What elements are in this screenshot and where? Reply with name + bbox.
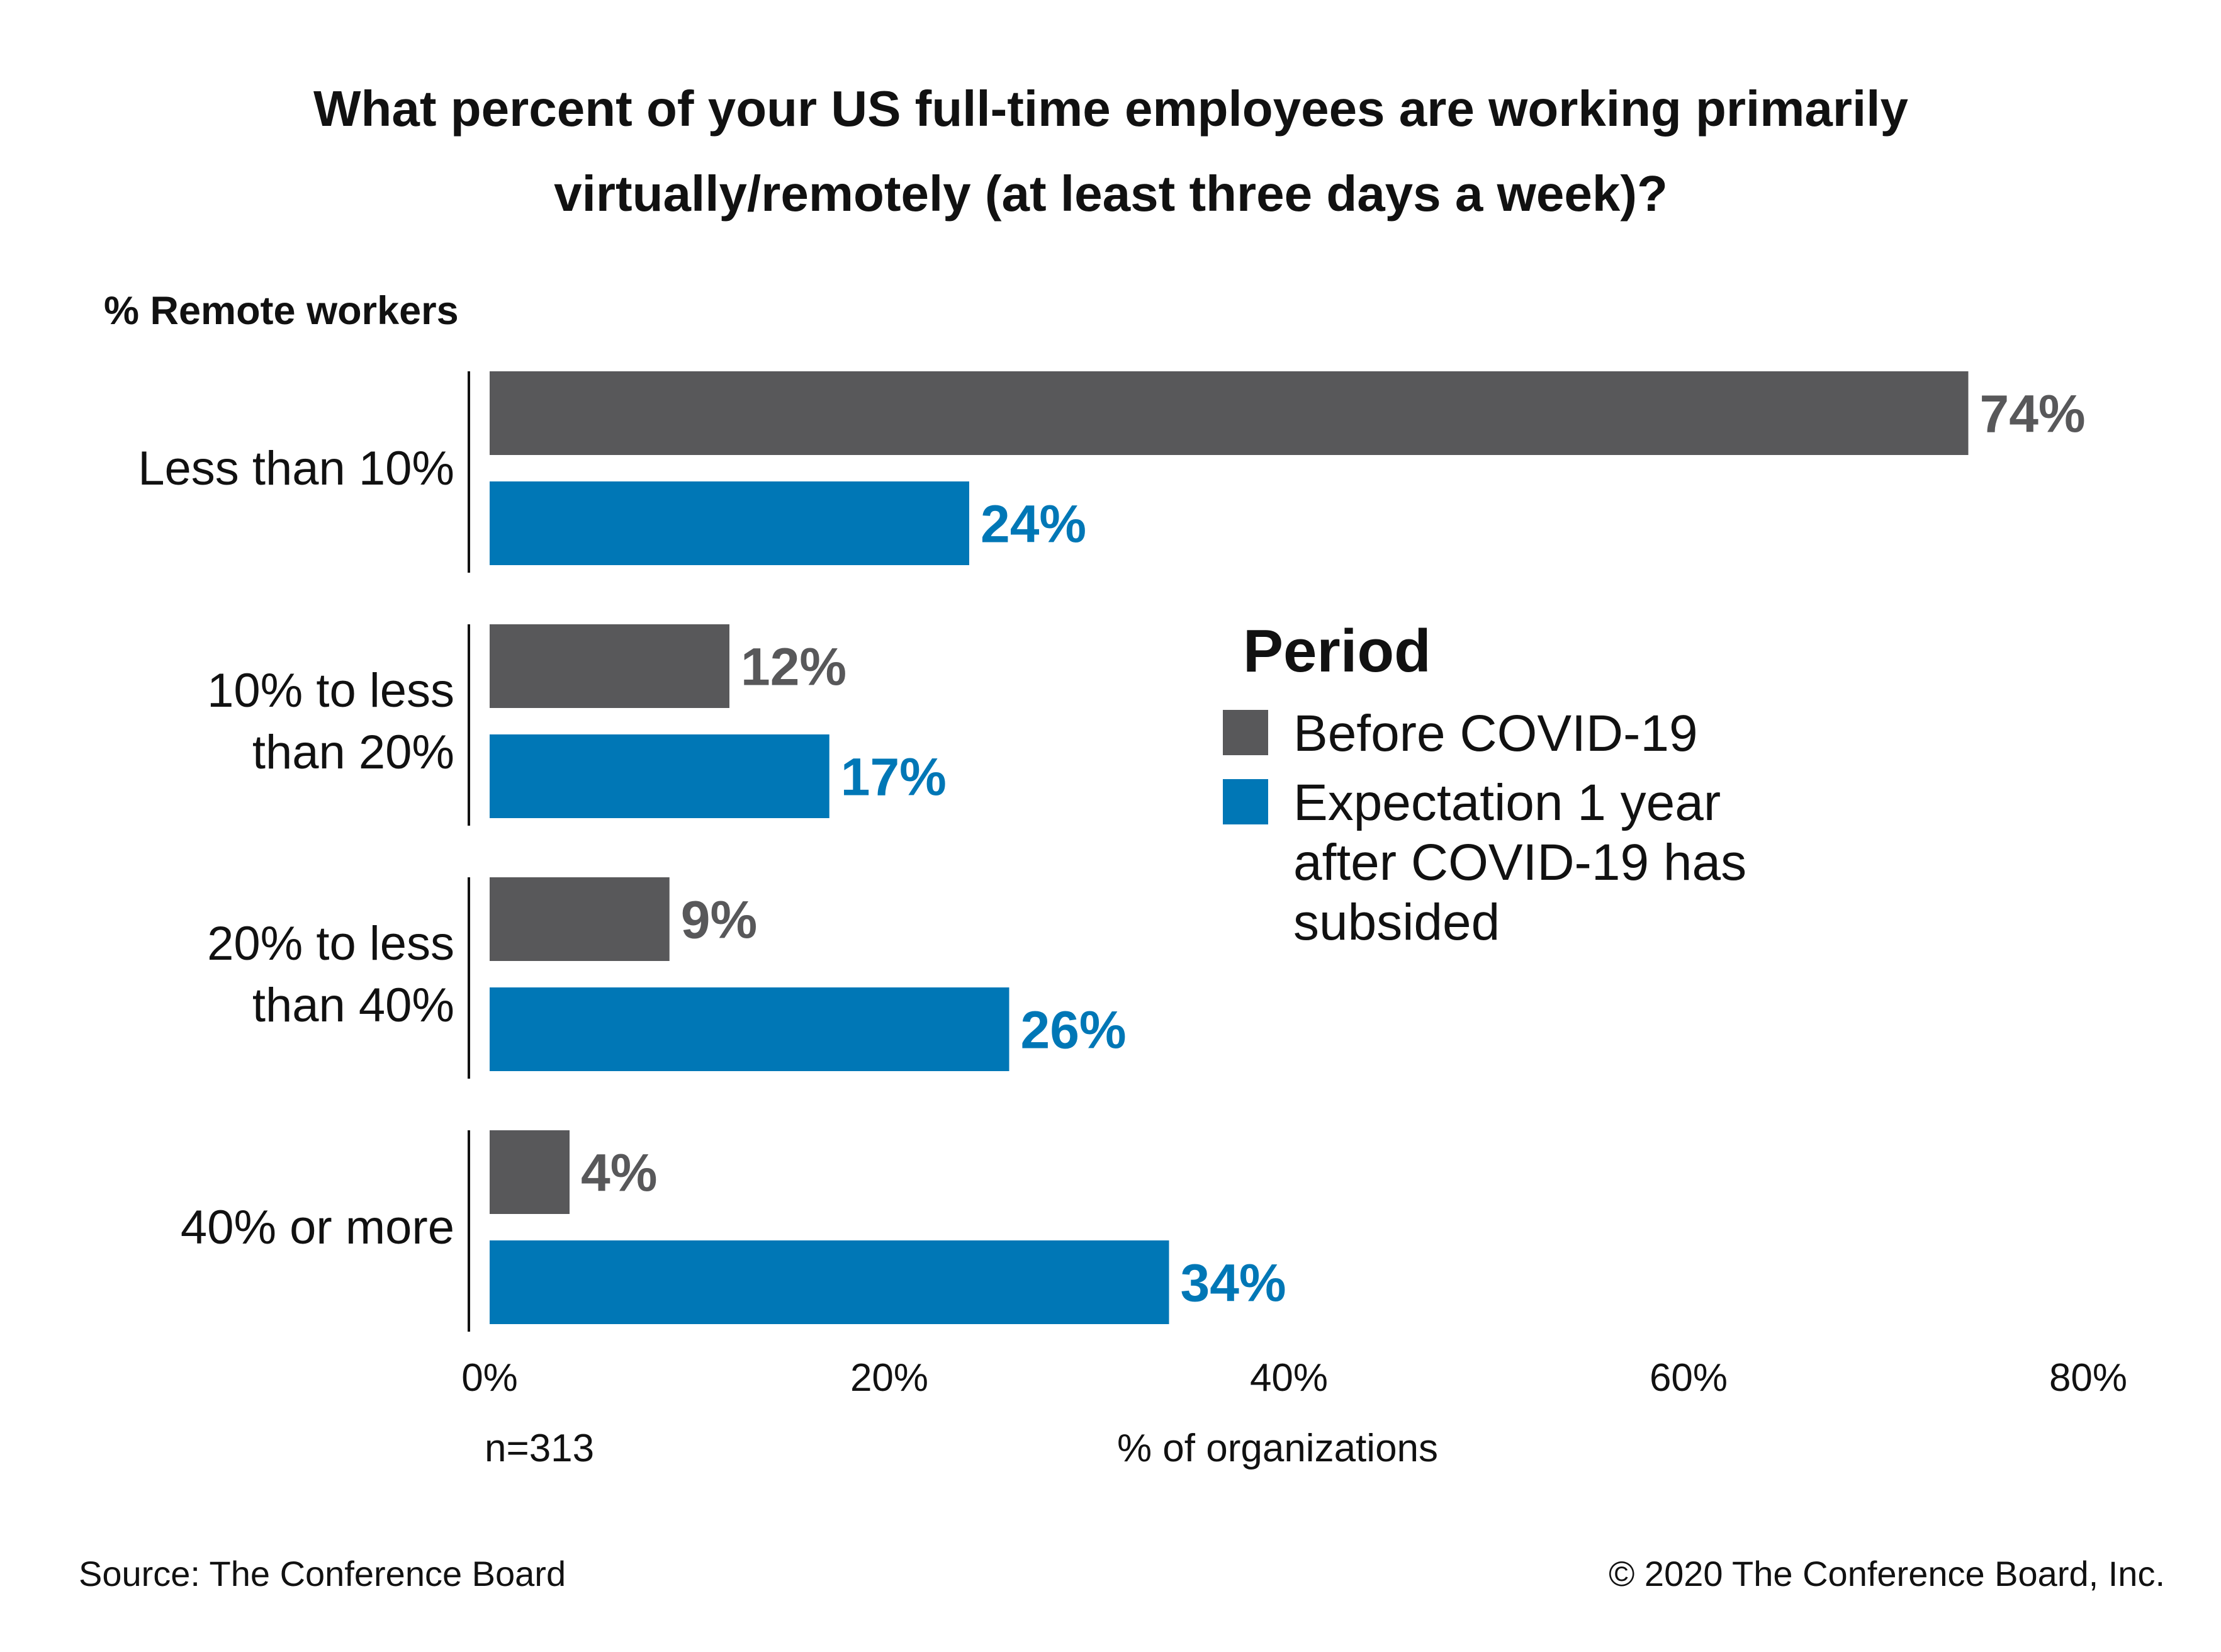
category-label: 40% or more xyxy=(181,1201,454,1254)
source-note: Source: The Conference Board xyxy=(79,1554,566,1593)
data-label: 4% xyxy=(581,1143,657,1203)
x-tick-label: 20% xyxy=(850,1356,928,1400)
legend-swatch xyxy=(1223,779,1268,824)
data-label: 26% xyxy=(1021,1001,1127,1060)
category-label: than 40% xyxy=(252,979,454,1032)
y-axis-title: % Remote workers xyxy=(104,289,459,333)
bar xyxy=(490,987,1009,1071)
sample-size-note: n=313 xyxy=(485,1427,594,1470)
legend-swatch xyxy=(1223,710,1268,755)
legend-title: Period xyxy=(1243,617,1431,685)
x-tick-label: 60% xyxy=(1650,1356,1728,1400)
bar xyxy=(490,877,670,961)
category-label: 10% to less xyxy=(207,664,454,717)
legend-label: subsided xyxy=(1293,894,1500,951)
legend: Period Before COVID-19 Expectation 1 yeara… xyxy=(1223,617,1746,951)
data-label: 9% xyxy=(681,891,757,950)
data-label: 74% xyxy=(1980,385,2086,444)
category-label: Less than 10% xyxy=(138,442,454,495)
data-label: 34% xyxy=(1181,1254,1286,1313)
category-label: than 20% xyxy=(252,726,454,779)
bar xyxy=(490,371,1969,455)
bar xyxy=(490,624,729,708)
bars xyxy=(490,371,1969,1324)
data-label: 17% xyxy=(841,748,947,807)
bar xyxy=(490,734,829,818)
chart-title-line: virtually/remotely (at least three days … xyxy=(554,166,1668,222)
legend-label: Before COVID-19 xyxy=(1293,705,1698,762)
x-tick-label: 0% xyxy=(461,1356,518,1400)
data-label: 24% xyxy=(981,495,1086,554)
bar xyxy=(490,1240,1169,1324)
data-label: 12% xyxy=(741,638,846,697)
data-labels: 74% 24% 12% 17% 9% 26% 4% 34% xyxy=(581,385,2086,1313)
x-axis-ticks: 0% 20% 40% 60% 80% xyxy=(461,1356,2127,1400)
bar xyxy=(490,481,969,565)
bar xyxy=(490,1130,570,1214)
legend-label: Expectation 1 year xyxy=(1293,774,1721,831)
x-tick-label: 80% xyxy=(2049,1356,2127,1400)
category-labels: Less than 10% 10% to less than 20% 20% to l… xyxy=(138,442,454,1254)
category-label: 20% to less xyxy=(207,917,454,970)
chart-title-line: What percent of your US full-time employ… xyxy=(313,81,1908,137)
chart-title: What percent of your US full-time employ… xyxy=(313,81,1908,222)
legend-label: after COVID-19 has xyxy=(1293,834,1746,891)
x-axis-title: % of organizations xyxy=(1117,1427,1438,1470)
copyright-note: © 2020 The Conference Board, Inc. xyxy=(1609,1554,2165,1593)
x-tick-label: 40% xyxy=(1250,1356,1328,1400)
